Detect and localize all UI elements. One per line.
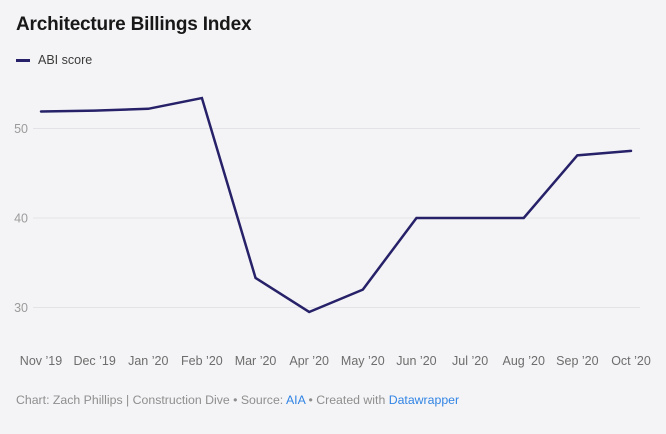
x-tick-label: Feb ’20 xyxy=(181,354,223,368)
x-tick-label: Apr ’20 xyxy=(289,354,329,368)
x-tick-label: Nov ’19 xyxy=(20,354,62,368)
datawrapper-link[interactable]: Datawrapper xyxy=(388,393,460,407)
y-tick-label-40: 40 xyxy=(14,212,28,226)
legend: ABI score xyxy=(16,52,92,68)
source-link-aia[interactable]: AIA xyxy=(285,393,306,407)
abi-score-line xyxy=(39,96,633,314)
x-tick-label: Jul ’20 xyxy=(452,354,488,368)
y-tick-label-50: 50 xyxy=(14,122,28,136)
x-tick-label: Dec ’19 xyxy=(73,354,115,368)
x-tick-label: Oct ’20 xyxy=(611,354,651,368)
x-tick-label: Aug ’20 xyxy=(503,354,545,368)
footer-credit-text: Chart: Zach Phillips | Construction Dive… xyxy=(16,393,286,407)
legend-label: ABI score xyxy=(38,53,93,67)
x-tick-label: Jun ’20 xyxy=(396,354,436,368)
x-tick-label: Mar ’20 xyxy=(235,354,277,368)
x-tick-label: Jan ’20 xyxy=(128,354,168,368)
y-tick-label-30: 30 xyxy=(14,301,28,315)
x-tick-label: Sep ’20 xyxy=(556,354,598,368)
footer-created-with-text: • Created with xyxy=(305,393,389,407)
legend-line-swatch xyxy=(16,58,30,62)
x-tick-label: May ’20 xyxy=(341,354,385,368)
chart-footer: Chart: Zach Phillips | Construction Dive… xyxy=(16,393,459,407)
abi-line-chart: 30 40 50 Nov ’19 Dec ’19 Jan ’20 Feb ’20 Mar ’2… xyxy=(14,96,651,368)
chart-title: Architecture Billings Index xyxy=(16,14,252,35)
